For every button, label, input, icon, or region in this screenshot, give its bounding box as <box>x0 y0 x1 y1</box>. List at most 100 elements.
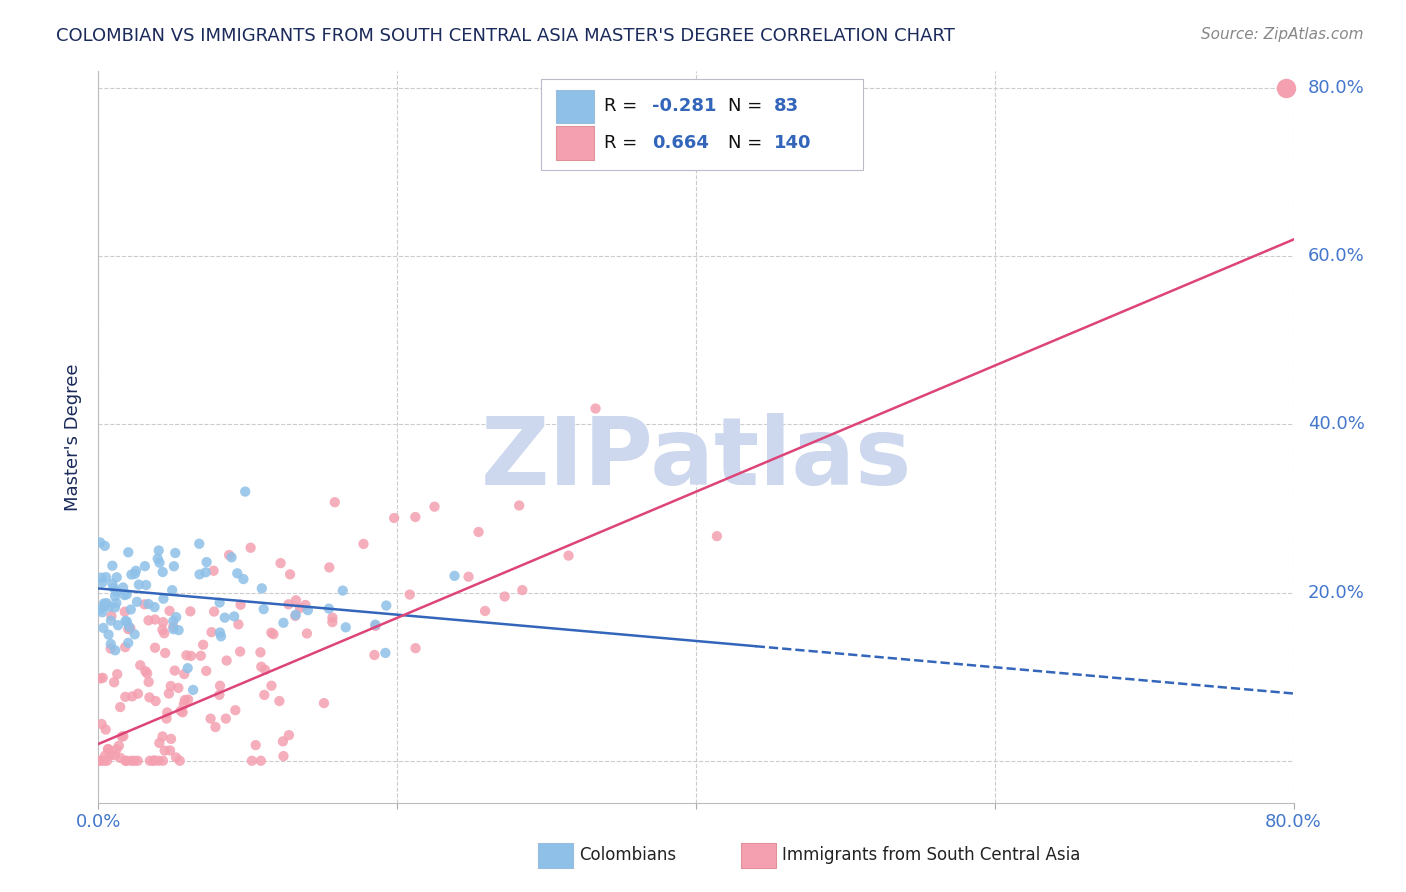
Point <box>152 615 174 629</box>
Text: 60.0%: 60.0% <box>1308 247 1365 265</box>
Point <box>111 730 134 744</box>
Point <box>706 529 728 543</box>
Point <box>284 608 307 623</box>
Point <box>181 682 204 697</box>
Point <box>114 754 136 768</box>
Point <box>284 593 307 607</box>
Point <box>288 601 311 615</box>
Point <box>152 754 174 768</box>
Point <box>273 615 295 630</box>
Point <box>152 623 174 637</box>
Point <box>194 566 217 580</box>
Point <box>90 717 112 731</box>
Point <box>135 578 157 592</box>
Point <box>253 688 276 702</box>
Point <box>152 565 174 579</box>
Point <box>214 610 236 624</box>
Point <box>557 549 579 563</box>
Point <box>96 596 118 610</box>
Point <box>91 621 114 635</box>
Point <box>98 748 121 763</box>
Point <box>405 641 427 656</box>
Point <box>312 696 335 710</box>
Point <box>94 748 117 763</box>
Point <box>233 484 256 499</box>
Point <box>269 694 291 708</box>
Point <box>104 748 127 763</box>
Point <box>160 731 183 746</box>
Point <box>162 614 184 628</box>
Point <box>115 615 138 629</box>
Point <box>104 600 127 615</box>
Point <box>163 664 186 678</box>
Point <box>173 698 195 712</box>
Point <box>97 627 120 641</box>
Point <box>208 625 231 640</box>
Point <box>208 688 231 702</box>
Point <box>510 583 533 598</box>
Point <box>273 749 295 764</box>
Point <box>163 559 186 574</box>
Point <box>138 690 160 705</box>
Point <box>294 598 316 612</box>
Text: 140: 140 <box>773 134 811 152</box>
Point <box>318 560 340 574</box>
Point <box>232 572 254 586</box>
Point <box>209 629 232 643</box>
Point <box>254 663 277 677</box>
Point <box>160 583 183 598</box>
Point <box>120 621 142 635</box>
Point <box>114 690 136 704</box>
Point <box>105 596 128 610</box>
Point <box>253 602 276 616</box>
Point <box>173 667 195 681</box>
Point <box>93 599 115 613</box>
Point <box>143 753 166 767</box>
Point <box>96 754 118 768</box>
Point <box>100 614 122 628</box>
Text: ZIPatlas: ZIPatlas <box>481 413 911 505</box>
Point <box>398 588 420 602</box>
Point <box>104 643 127 657</box>
Point <box>176 661 198 675</box>
Point <box>110 751 132 765</box>
Point <box>104 589 127 603</box>
Point <box>224 609 246 624</box>
Point <box>138 675 160 690</box>
Point <box>129 658 152 673</box>
Point <box>125 564 148 578</box>
Point <box>100 609 122 624</box>
Point <box>124 754 146 768</box>
Point <box>90 571 112 585</box>
Point <box>91 575 114 590</box>
Point <box>89 602 111 616</box>
Point <box>128 577 150 591</box>
Point <box>157 687 180 701</box>
Point <box>100 641 122 656</box>
Point <box>127 687 149 701</box>
Point <box>167 623 190 637</box>
Point <box>195 664 218 678</box>
Point <box>98 599 121 614</box>
Y-axis label: Master's Degree: Master's Degree <box>65 363 83 511</box>
Point <box>127 754 149 768</box>
Point <box>125 595 148 609</box>
Point <box>270 556 292 570</box>
Point <box>94 539 117 553</box>
Point <box>323 495 346 509</box>
Point <box>364 619 387 633</box>
Point <box>105 570 128 584</box>
Point <box>177 692 200 706</box>
Point <box>155 712 177 726</box>
Point <box>321 615 343 629</box>
Point <box>204 720 226 734</box>
Point <box>124 627 146 641</box>
Text: Colombians: Colombians <box>579 847 676 864</box>
Point <box>195 555 218 569</box>
Point <box>90 672 112 686</box>
Point <box>93 597 115 611</box>
Point <box>474 604 496 618</box>
Point <box>375 599 398 613</box>
Point <box>111 581 134 595</box>
Point <box>148 754 170 768</box>
